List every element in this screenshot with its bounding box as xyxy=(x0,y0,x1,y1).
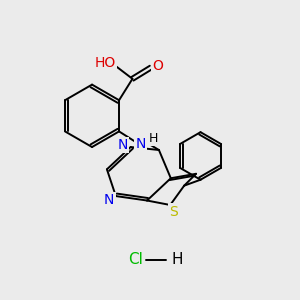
Text: N: N xyxy=(135,137,146,151)
Text: H: H xyxy=(149,132,158,145)
Text: N: N xyxy=(104,193,115,207)
Text: S: S xyxy=(169,205,178,218)
Text: O: O xyxy=(152,59,163,73)
Text: N: N xyxy=(117,138,128,152)
Text: H: H xyxy=(172,253,183,268)
Text: Cl: Cl xyxy=(128,253,142,268)
Text: HO: HO xyxy=(95,56,116,70)
